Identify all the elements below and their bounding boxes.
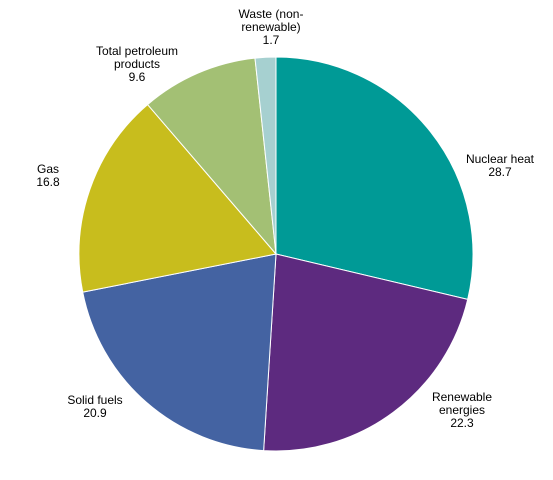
slice-value-label: 1.7 <box>263 33 280 47</box>
slice-name-label: energies <box>439 403 485 417</box>
pie-slice <box>263 253 469 452</box>
slice-name-label: products <box>114 57 160 71</box>
pie-slice <box>146 57 277 256</box>
pie-slice <box>275 56 474 300</box>
slice-labels: Nuclear heat 28.7 Renewable energies 22.3 Sol… <box>36 7 534 430</box>
pie-slice <box>254 56 277 255</box>
slice-label: Renewable energies 22.3 <box>432 390 492 430</box>
slice-label: Solid fuels 20.9 <box>67 393 122 420</box>
pie-slice <box>82 253 277 452</box>
slice-label: Waste (non-renewable) 1.7 <box>239 7 304 47</box>
slice-value-label: 9.6 <box>129 70 146 84</box>
slice-label: Total petroleum products 9.6 <box>96 44 178 84</box>
slice-name-label: Renewable <box>432 390 492 404</box>
slice-value-label: 22.3 <box>450 416 474 430</box>
slice-name-label: Gas <box>37 162 59 176</box>
slice-value-label: 28.7 <box>488 165 512 179</box>
slice-name-label: Solid fuels <box>67 393 122 407</box>
pie-slice <box>78 103 277 293</box>
slice-name-label: Waste (non- <box>239 7 304 21</box>
slice-label: Gas 16.8 <box>36 162 60 189</box>
slice-value-label: 16.8 <box>36 175 60 189</box>
pie-slices <box>78 56 474 452</box>
slice-name-label: renewable) <box>241 20 300 34</box>
slice-name-label: Nuclear heat <box>466 152 535 166</box>
slice-label: Nuclear heat 28.7 <box>466 152 535 179</box>
slice-name-label: Total petroleum <box>96 44 178 58</box>
slice-value-label: 20.9 <box>83 406 107 420</box>
